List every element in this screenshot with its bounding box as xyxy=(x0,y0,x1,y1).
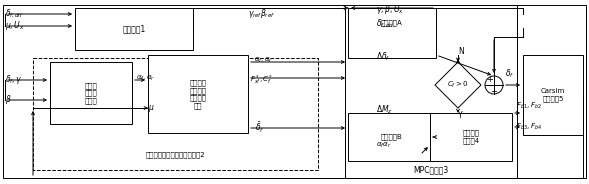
Text: 轮胎侧向力和侧偏刚度处理器2: 轮胎侧向力和侧偏刚度处理器2 xyxy=(145,152,205,158)
Text: $\delta_{f,dri}$: $\delta_{f,dri}$ xyxy=(5,8,24,20)
Text: $\alpha_f \alpha_r$: $\alpha_f \alpha_r$ xyxy=(376,140,392,150)
Text: $\mu$: $\mu$ xyxy=(148,102,154,114)
Text: 预测模型A: 预测模型A xyxy=(381,20,403,26)
Text: $\delta_{f,dri}$: $\delta_{f,dri}$ xyxy=(376,18,394,30)
Text: 制动力分
配模块4: 制动力分 配模块4 xyxy=(462,130,479,144)
Text: N: N xyxy=(458,47,464,56)
Text: $F_{b1}, F_{b2}$: $F_{b1}, F_{b2}$ xyxy=(516,101,542,111)
Bar xyxy=(430,113,512,161)
Text: Y: Y xyxy=(458,112,462,121)
Text: 参考模型1: 参考模型1 xyxy=(123,24,145,33)
Bar xyxy=(50,62,132,124)
Text: +: + xyxy=(486,75,493,84)
Text: MPC控制器3: MPC控制器3 xyxy=(413,165,449,174)
Text: 轮胎侧向
力和侧偏
刚度计算
模块: 轮胎侧向 力和侧偏 刚度计算 模块 xyxy=(190,79,207,109)
Text: $F_{xf}^*, C_f^*$: $F_{xf}^*, C_f^*$ xyxy=(250,73,273,87)
Bar xyxy=(148,55,248,133)
Text: $\delta_f$: $\delta_f$ xyxy=(505,68,514,80)
Text: +: + xyxy=(490,86,497,95)
Text: $\Delta M_z$: $\Delta M_z$ xyxy=(376,104,393,116)
Text: $C_f>0$: $C_f>0$ xyxy=(447,80,469,90)
Bar xyxy=(345,5,517,178)
Text: $\mu, U_x$: $\mu, U_x$ xyxy=(5,20,25,33)
Text: $F_{b3}, F_{b4}$: $F_{b3}, F_{b4}$ xyxy=(516,122,542,132)
Bar xyxy=(33,58,318,170)
Text: $\gamma_{ref}\beta_{ref}$: $\gamma_{ref}\beta_{ref}$ xyxy=(248,8,275,20)
Text: $\alpha_f, \alpha_r$: $\alpha_f, \alpha_r$ xyxy=(254,55,273,65)
Bar xyxy=(523,55,583,135)
Text: $\delta_{f}, \gamma$: $\delta_{f}, \gamma$ xyxy=(5,73,22,86)
Text: $\bar{\delta}_f$: $\bar{\delta}_f$ xyxy=(255,121,264,135)
Text: 预测模型B: 预测模型B xyxy=(381,134,403,140)
Text: $\gamma, \beta, U_x$: $\gamma, \beta, U_x$ xyxy=(376,3,404,17)
Bar xyxy=(348,8,436,58)
Bar xyxy=(348,113,436,161)
Text: Carsim
汽车模型5: Carsim 汽车模型5 xyxy=(541,88,565,102)
Text: 轮胎侧
偏角计
算模块: 轮胎侧 偏角计 算模块 xyxy=(85,82,97,104)
Text: $\beta$: $\beta$ xyxy=(5,93,12,107)
Bar xyxy=(75,8,193,50)
Text: $\Delta\delta_f$: $\Delta\delta_f$ xyxy=(376,51,391,63)
Text: $\alpha_f, \alpha_r$: $\alpha_f, \alpha_r$ xyxy=(136,73,155,83)
